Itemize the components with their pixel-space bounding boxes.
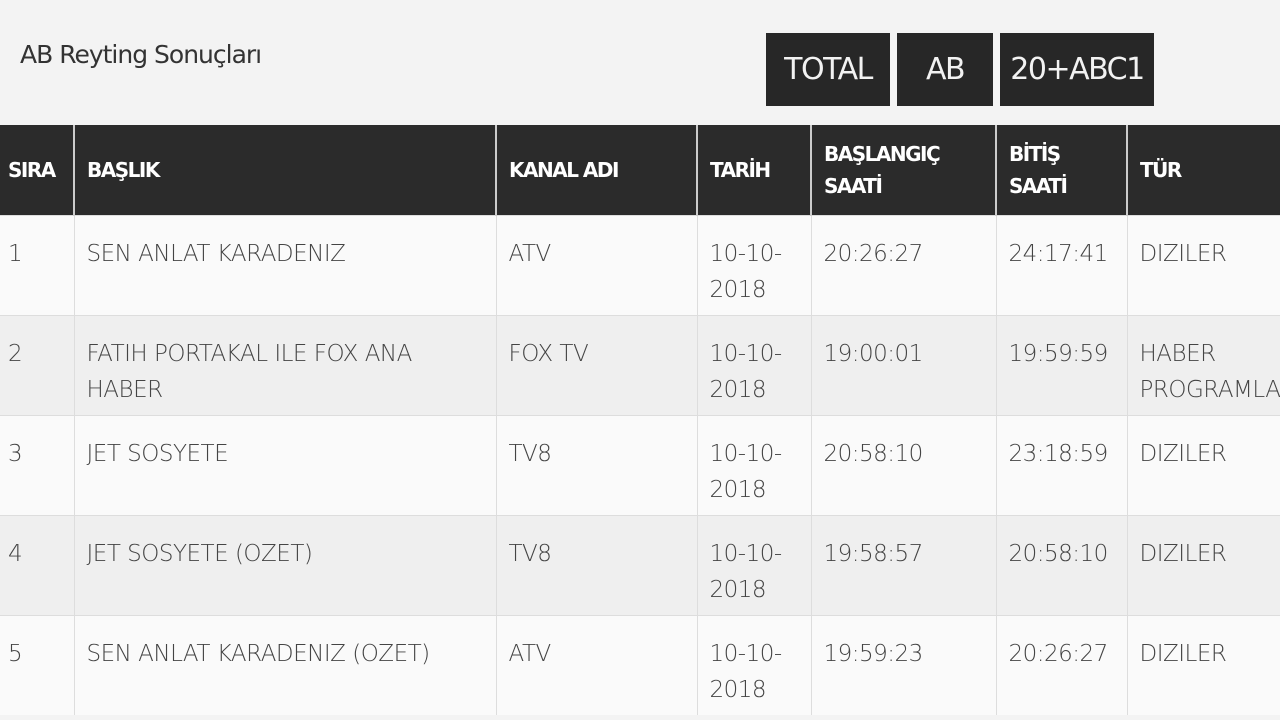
cell-date: 10-10-2018 [696, 315, 811, 416]
cell-channel: FOX TV [495, 315, 697, 416]
cell-start-time: 19:00:01 [810, 315, 996, 416]
cell-title: JET SOSYETE (OZET) [73, 515, 496, 616]
cell-channel: ATV [495, 615, 697, 715]
table-row[interactable]: 5 SEN ANLAT KARADENIZ (OZET) ATV 10-10-2018… [0, 615, 1280, 715]
cell-date: 10-10-2018 [696, 215, 811, 316]
cell-genre: DIZILER [1126, 415, 1280, 516]
cell-rank: 1 [0, 215, 74, 316]
page-title: AB Reyting Sonuçları [20, 40, 262, 69]
cell-date: 10-10-2018 [696, 415, 811, 516]
header-baslik[interactable]: BAŞLIK [73, 125, 496, 216]
cell-genre: DIZILER [1126, 515, 1280, 616]
cell-rank: 3 [0, 415, 74, 516]
cell-end-time: 19:59:59 [995, 315, 1127, 416]
cell-end-time: 20:26:27 [995, 615, 1127, 715]
cell-start-time: 19:58:57 [810, 515, 996, 616]
table-row[interactable]: 3 JET SOSYETE TV8 10-10-2018 20:58:10 23:18:5… [0, 415, 1280, 516]
header-baslangic-saati[interactable]: BAŞLANGIÇ SAATİ [810, 125, 996, 216]
cell-start-time: 19:59:23 [810, 615, 996, 715]
tab-ab[interactable]: AB [897, 33, 993, 106]
audience-tabs: TOTAL AB 20+ABC1 [766, 33, 1154, 106]
cell-title: JET SOSYETE [73, 415, 496, 516]
cell-genre: DIZILER [1126, 215, 1280, 316]
table-row[interactable]: 4 JET SOSYETE (OZET) TV8 10-10-2018 19:58:57… [0, 515, 1280, 616]
table-row[interactable]: 1 SEN ANLAT KARADENIZ ATV 10-10-2018 20:26:2… [0, 215, 1280, 316]
header-bitis-saati[interactable]: BİTİŞ SAATİ [995, 125, 1127, 216]
header-sira[interactable]: SIRA [0, 125, 74, 216]
cell-date: 10-10-2018 [696, 615, 811, 715]
cell-end-time: 23:18:59 [995, 415, 1127, 516]
cell-title: SEN ANLAT KARADENIZ [73, 215, 496, 316]
cell-start-time: 20:58:10 [810, 415, 996, 516]
cell-date: 10-10-2018 [696, 515, 811, 616]
tab-20-abc1[interactable]: 20+ABC1 [1000, 33, 1154, 106]
cell-genre: HABER PROGRAMLARI [1126, 315, 1280, 416]
cell-end-time: 24:17:41 [995, 215, 1127, 316]
header-kanal-adi[interactable]: KANAL ADI [495, 125, 697, 216]
cell-start-time: 20:26:27 [810, 215, 996, 316]
cell-channel: ATV [495, 215, 697, 316]
cell-rank: 5 [0, 615, 74, 715]
header-tarih[interactable]: TARİH [696, 125, 811, 216]
cell-rank: 4 [0, 515, 74, 616]
table-header-row: SIRA BAŞLIK KANAL ADI TARİH BAŞLANGIÇ SA… [0, 125, 1280, 216]
table-row[interactable]: 2 FATIH PORTAKAL ILE FOX ANA HABER FOX TV 1… [0, 315, 1280, 416]
ratings-table: SIRA BAŞLIK KANAL ADI TARİH BAŞLANGIÇ SA… [0, 125, 1280, 715]
header-tur[interactable]: TÜR [1126, 125, 1280, 216]
cell-end-time: 20:58:10 [995, 515, 1127, 616]
tab-total[interactable]: TOTAL [766, 33, 890, 106]
cell-channel: TV8 [495, 515, 697, 616]
cell-channel: TV8 [495, 415, 697, 516]
cell-title: SEN ANLAT KARADENIZ (OZET) [73, 615, 496, 715]
cell-genre: DIZILER [1126, 615, 1280, 715]
cell-rank: 2 [0, 315, 74, 416]
cell-title: FATIH PORTAKAL ILE FOX ANA HABER [73, 315, 496, 416]
